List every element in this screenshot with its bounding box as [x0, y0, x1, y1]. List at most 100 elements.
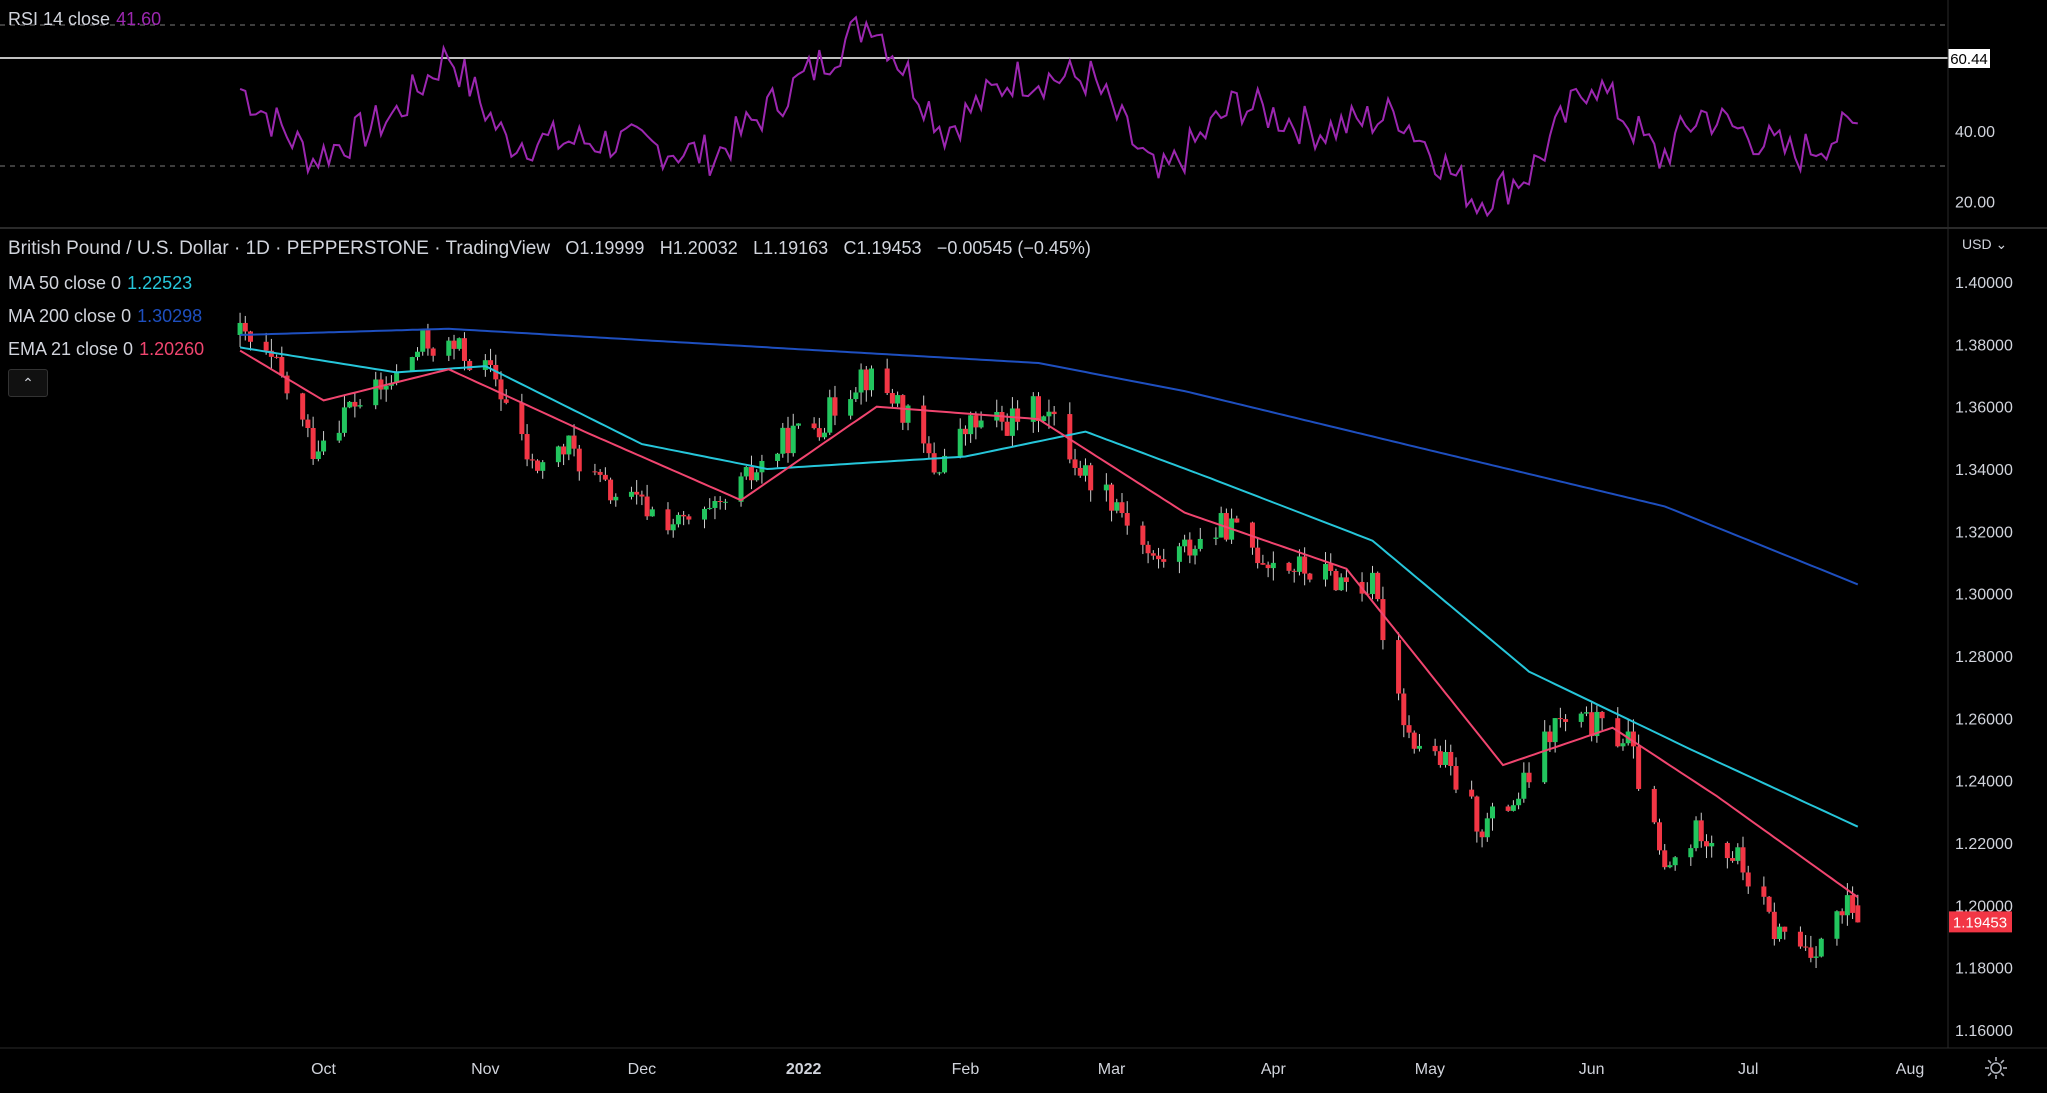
candle [592, 463, 598, 476]
candle-body [1469, 789, 1475, 797]
candle [1672, 856, 1678, 871]
candle [702, 506, 708, 529]
candle-body [602, 474, 608, 480]
candle-body [1291, 570, 1297, 572]
time-tick-label: Aug [1896, 1061, 1924, 1078]
candle-body [884, 368, 890, 394]
candle-body [524, 434, 530, 460]
candle-body [1088, 465, 1094, 491]
candle-body [1265, 564, 1271, 569]
time-axis[interactable]: Oct Nov Dec 2022 Feb Mar Apr May Jun Jul Aug [311, 1061, 1924, 1078]
candle [1542, 720, 1548, 784]
candle [1526, 762, 1532, 788]
last-price-tag-bg [1949, 911, 2012, 933]
candle [748, 455, 754, 490]
candle-body [498, 379, 504, 400]
ma200-line [240, 327, 1859, 586]
ohlc-high: H1.20032 [659, 238, 738, 258]
candle [1777, 923, 1783, 942]
candle [1088, 462, 1094, 502]
ma50-legend[interactable]: MA 50 close 0 1.22523 [8, 272, 192, 294]
candle-body [889, 393, 895, 404]
price-axis[interactable]: 1.40000 1.38000 1.36000 1.34000 1.32000 1.300… [1955, 275, 2013, 1040]
candle-body [1082, 465, 1088, 476]
candle [816, 417, 822, 441]
ma200-legend[interactable]: MA 200 close 0 1.30298 [8, 305, 202, 327]
candle [1411, 730, 1417, 754]
candle [1703, 834, 1709, 859]
candle-body [1004, 421, 1010, 436]
ohlc-close: C1.19453 [843, 238, 922, 258]
collapse-legend-button[interactable]: ⌃ [8, 369, 48, 397]
candle [957, 418, 963, 459]
candle [268, 338, 274, 370]
candle [1808, 935, 1814, 963]
ma200-legend-value: 1.30298 [137, 306, 203, 326]
candle-body [519, 402, 525, 435]
candle [467, 359, 473, 371]
candle [1599, 710, 1605, 731]
candle-body [811, 423, 817, 429]
candle-body [268, 350, 274, 357]
candle [1709, 835, 1715, 858]
candle-body [717, 501, 723, 503]
source-label: TradingView [445, 238, 551, 259]
rsi-legend-label: RSI 14 close [8, 9, 111, 29]
candle-body [795, 423, 801, 426]
candle-body [1406, 725, 1412, 733]
candle [1255, 538, 1261, 569]
candle-body [1599, 711, 1605, 719]
candle [1510, 800, 1516, 812]
candle-body [1703, 841, 1709, 847]
candle-body [597, 471, 603, 475]
candle-body [1249, 522, 1255, 548]
currency-selector[interactable]: USD ⌄ [1962, 236, 2007, 253]
candle [921, 395, 927, 453]
candle-body [931, 453, 937, 473]
candle [1620, 738, 1626, 751]
candle [1030, 392, 1036, 433]
price-tick-label: 1.26000 [1955, 711, 2013, 728]
candle-body [827, 397, 833, 433]
candle-body [1777, 926, 1783, 940]
candle [707, 498, 713, 510]
candle-body [1213, 537, 1219, 539]
candle [597, 469, 603, 483]
candle-body [456, 338, 462, 349]
candle [1046, 399, 1052, 429]
candle-body [383, 385, 389, 390]
candle [1667, 861, 1673, 869]
candle-body [1510, 805, 1516, 811]
candle-body [1401, 693, 1407, 726]
candle-body [1730, 858, 1736, 861]
candle-body [1745, 872, 1751, 887]
currency-label: USD [1962, 236, 1992, 252]
candle-body [1797, 931, 1803, 947]
time-tick-label: Jul [1738, 1061, 1758, 1078]
candle-body [822, 432, 828, 438]
ma200-legend-label: MA 200 close 0 [8, 306, 132, 326]
candle-body [300, 393, 306, 420]
candle [675, 512, 681, 528]
candle-body [341, 407, 347, 433]
ema21-legend[interactable]: EMA 21 close 0 1.20260 [8, 338, 204, 360]
candle-body [754, 472, 760, 481]
candle [1563, 714, 1569, 732]
gear-icon[interactable] [1984, 1056, 2008, 1080]
price-tick-label: 1.22000 [1955, 836, 2013, 853]
candle-body [1724, 842, 1730, 859]
candle-body [305, 419, 311, 429]
candle-body [1818, 938, 1824, 957]
candle-body [373, 379, 379, 406]
candle-body [1150, 553, 1156, 556]
candle [822, 427, 828, 440]
candle [1328, 553, 1334, 576]
candle [1766, 896, 1772, 914]
candle [1401, 688, 1407, 738]
candle-body [628, 491, 634, 497]
candle-body [1547, 731, 1553, 743]
symbol-title[interactable]: British Pound / U.S. Dollar · 1D · PEPPE… [8, 238, 1091, 259]
candle [1229, 508, 1235, 544]
rsi-legend[interactable]: RSI 14 close 41.60 [8, 8, 161, 30]
